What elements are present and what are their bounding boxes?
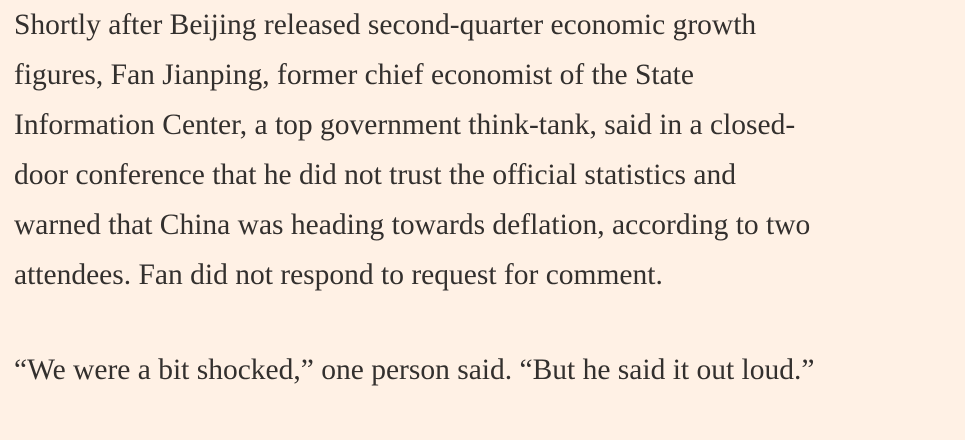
article-body: Shortly after Beijing released second-qu… xyxy=(14,0,959,440)
text-line: “We were a bit shocked,” one person said… xyxy=(14,354,815,386)
text-line: attendees. Fan did not respond to reques… xyxy=(14,259,663,291)
text-line: Information Center, a top government thi… xyxy=(14,109,796,141)
text-line: Shortly after Beijing released second-qu… xyxy=(14,9,757,41)
text-line: figures, Fan Jianping, former chief econ… xyxy=(14,59,694,91)
text-line: door conference that he did not trust th… xyxy=(14,159,736,191)
paragraph: Shortly after Beijing released second-qu… xyxy=(14,0,959,300)
paragraph: “We were a bit shocked,” one person said… xyxy=(14,345,959,395)
page: {"paragraphs": [ {"lines": [ "Shortly af… xyxy=(14,9,815,386)
text-line: warned that China was heading towards de… xyxy=(14,209,811,241)
